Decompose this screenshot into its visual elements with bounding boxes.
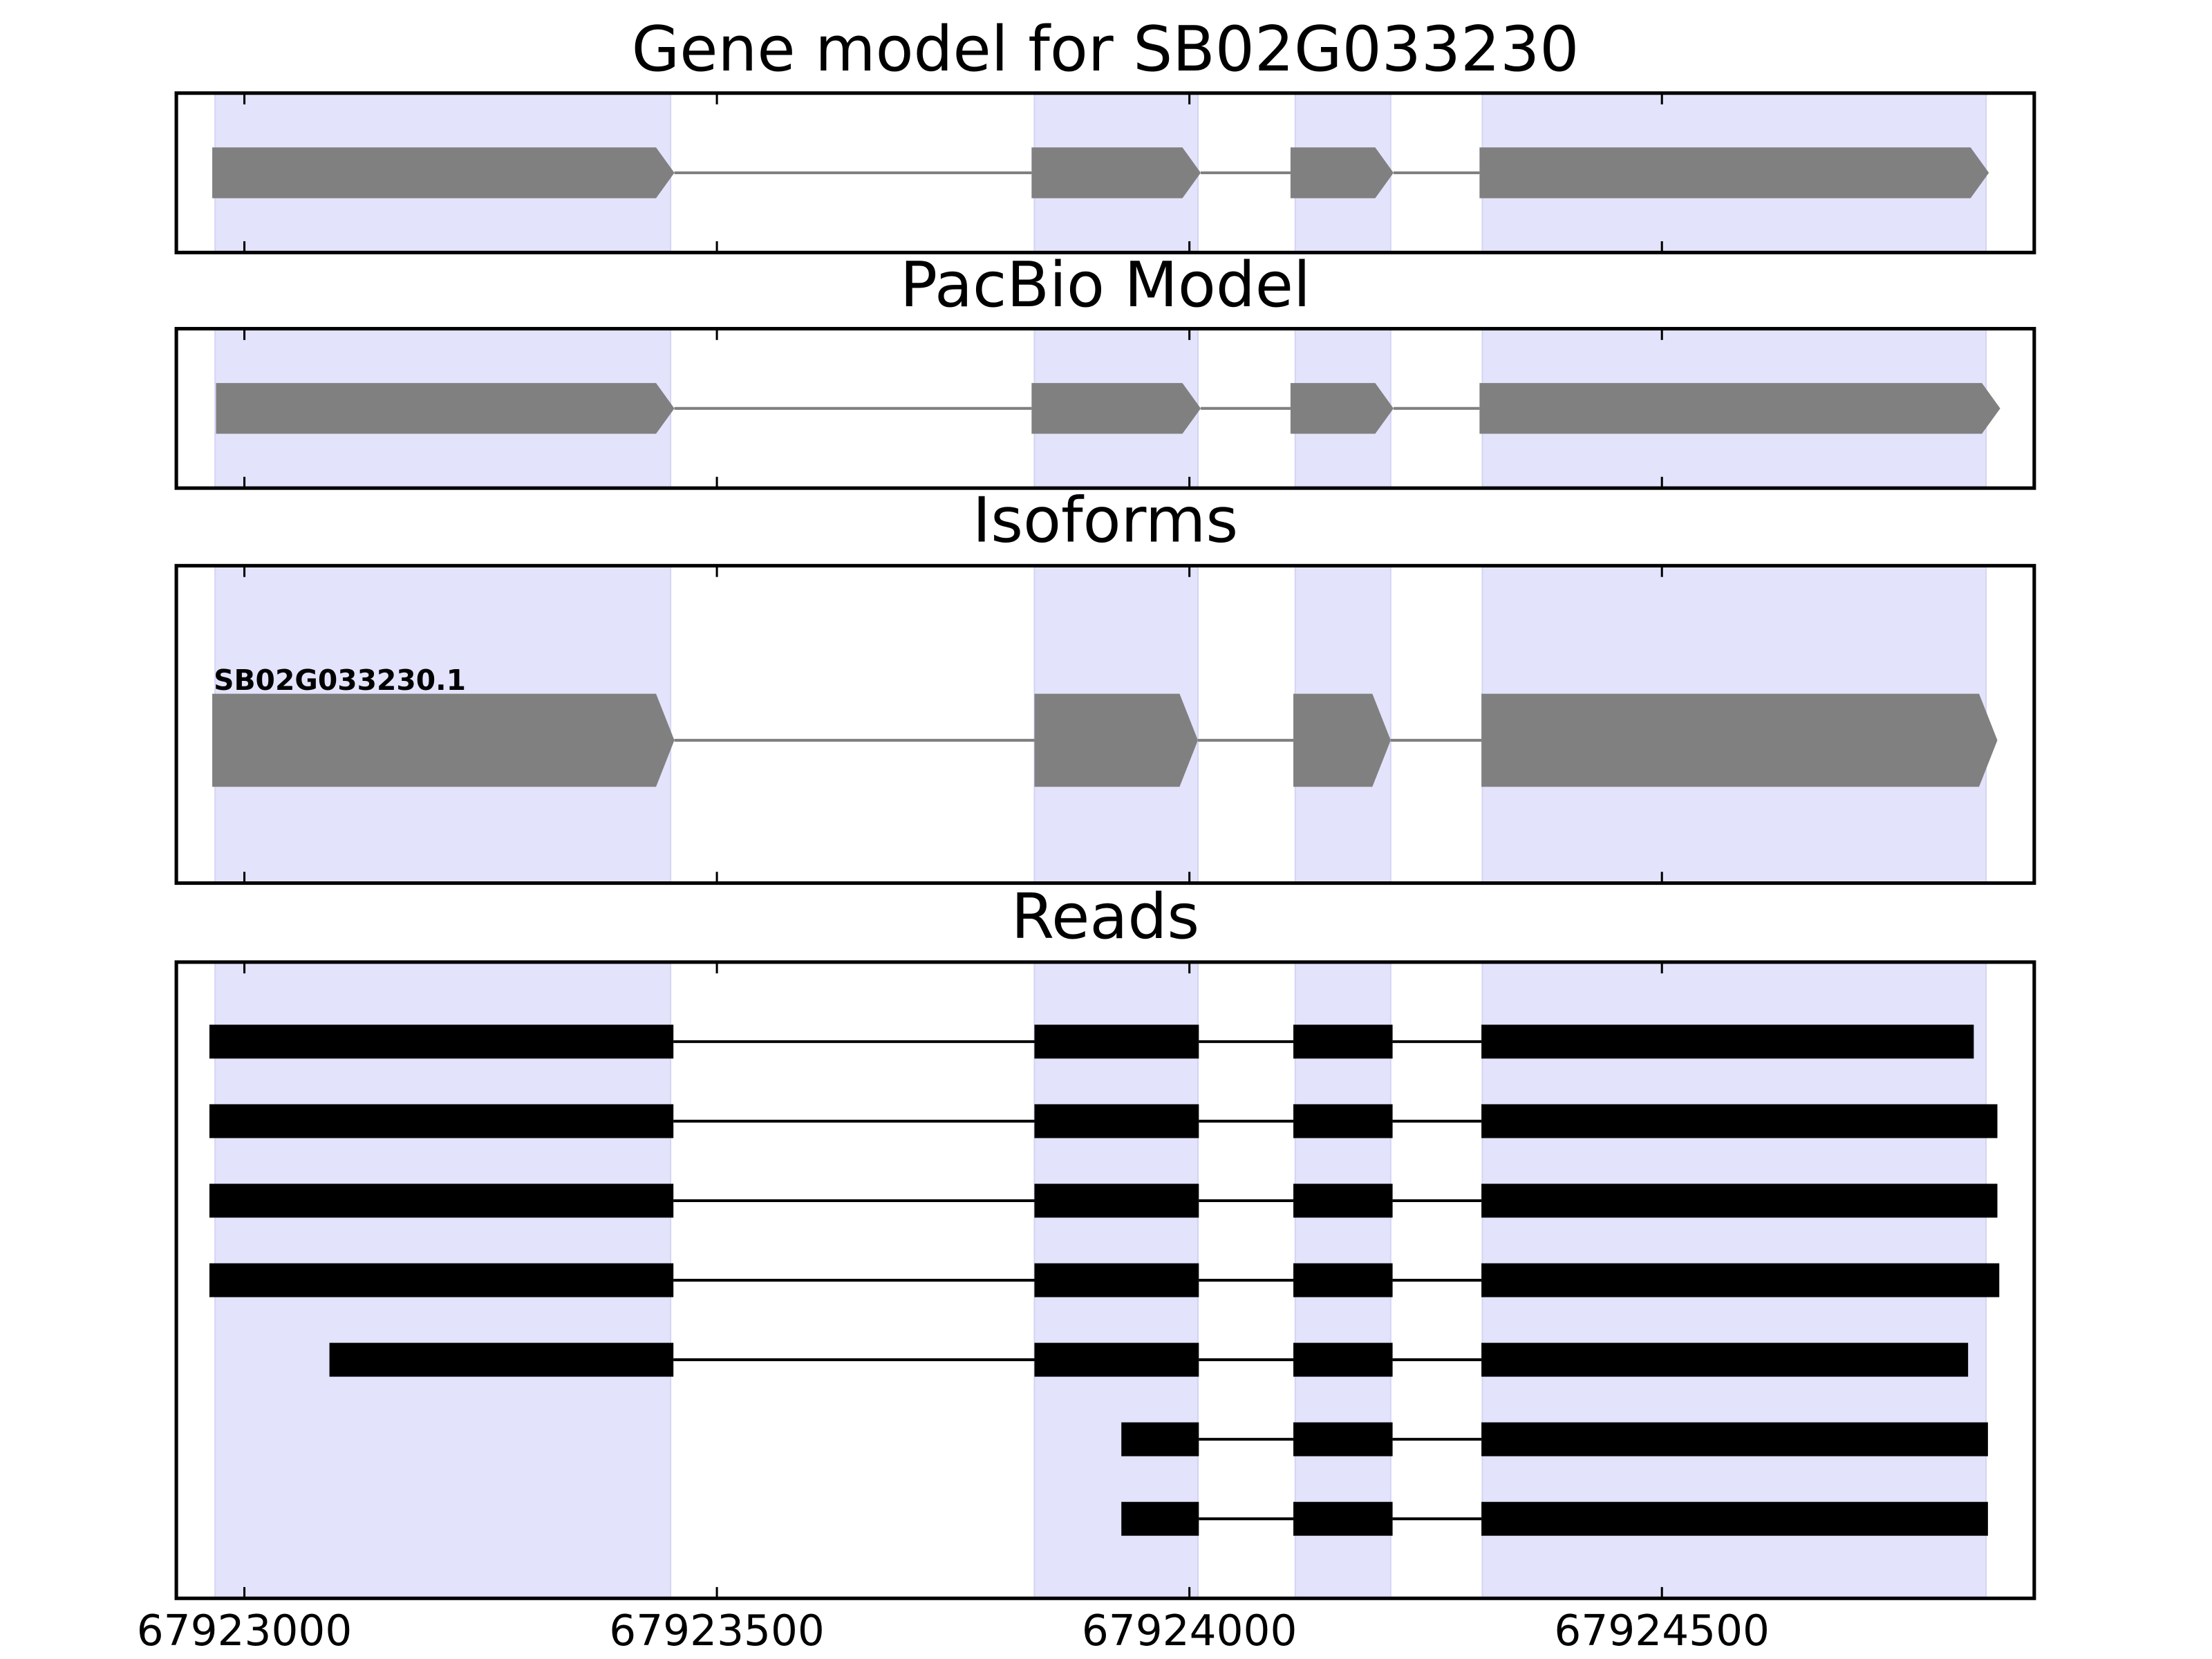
exon	[212, 693, 675, 787]
panel-title: Isoforms	[973, 485, 1238, 557]
exon	[1293, 1104, 1393, 1138]
x-tick-label: 67923000	[137, 1606, 353, 1656]
exon	[216, 383, 675, 434]
panel-frame	[174, 326, 2036, 490]
exon	[1293, 1342, 1393, 1377]
exon	[1034, 1263, 1199, 1297]
exon	[1293, 693, 1391, 787]
exon	[1293, 1183, 1393, 1218]
exon	[1031, 383, 1201, 434]
exon	[1481, 1104, 1998, 1138]
exon	[1481, 1422, 1988, 1456]
exon	[209, 1104, 674, 1138]
exon	[1121, 1422, 1199, 1456]
exon	[1031, 147, 1201, 198]
panel-title: Gene model for SB02G033230	[632, 14, 1580, 86]
exon	[209, 1183, 674, 1218]
exon	[1121, 1501, 1199, 1536]
x-tick-label: 67924500	[1554, 1606, 1770, 1656]
exon	[1290, 147, 1394, 198]
exon	[1481, 1024, 1974, 1059]
exon	[1481, 1183, 1998, 1218]
exon	[209, 1024, 674, 1059]
exon	[1481, 1501, 1988, 1536]
exon	[1293, 1024, 1393, 1059]
exon	[209, 1263, 674, 1297]
exon	[1293, 1422, 1393, 1456]
panel-title: Reads	[1011, 881, 1199, 953]
x-tick-label: 67924000	[1082, 1606, 1297, 1656]
exon	[1481, 693, 1998, 787]
exon	[1290, 383, 1394, 434]
isoform-label: SB02G033230.1	[214, 664, 466, 697]
exon	[1479, 147, 1989, 198]
x-tick-label: 67923500	[609, 1606, 825, 1656]
panel-frame	[174, 563, 2036, 885]
panel-frame	[174, 91, 2036, 254]
exon	[1293, 1501, 1393, 1536]
exon	[1034, 1104, 1199, 1138]
exon	[1481, 1263, 2000, 1297]
exon	[212, 147, 675, 198]
panel-title: PacBio Model	[900, 250, 1311, 321]
exon	[1479, 383, 2000, 434]
exon	[1034, 1024, 1199, 1059]
exon	[1293, 1263, 1393, 1297]
exon	[1034, 693, 1198, 787]
panel-frame	[174, 960, 2036, 1600]
exon	[329, 1342, 674, 1377]
exon	[1034, 1342, 1199, 1377]
exon	[1034, 1183, 1199, 1218]
exon	[1481, 1342, 1969, 1377]
